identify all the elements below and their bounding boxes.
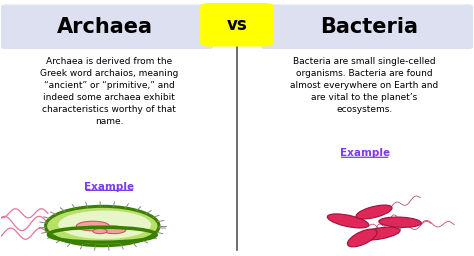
Text: Example: Example [339, 148, 390, 158]
Text: Archaea is derived from the
Greek word archaios, meaning
“ancient” or “primitive: Archaea is derived from the Greek word a… [40, 57, 179, 126]
Ellipse shape [76, 221, 109, 231]
Ellipse shape [46, 206, 159, 246]
Text: Archaea: Archaea [57, 17, 153, 37]
Ellipse shape [327, 214, 369, 228]
FancyBboxPatch shape [261, 5, 474, 49]
Text: vs: vs [227, 16, 247, 34]
Ellipse shape [356, 205, 392, 219]
Text: Bacteria: Bacteria [320, 17, 419, 37]
Text: Example: Example [84, 182, 135, 191]
Ellipse shape [379, 217, 421, 227]
Ellipse shape [102, 226, 126, 234]
Ellipse shape [347, 229, 377, 247]
FancyBboxPatch shape [0, 5, 213, 49]
Ellipse shape [93, 229, 107, 234]
FancyBboxPatch shape [200, 3, 274, 47]
Text: Bacteria are small single-celled
organisms. Bacteria are found
almost everywhere: Bacteria are small single-celled organis… [291, 57, 439, 114]
Ellipse shape [58, 210, 151, 239]
Ellipse shape [357, 227, 400, 240]
